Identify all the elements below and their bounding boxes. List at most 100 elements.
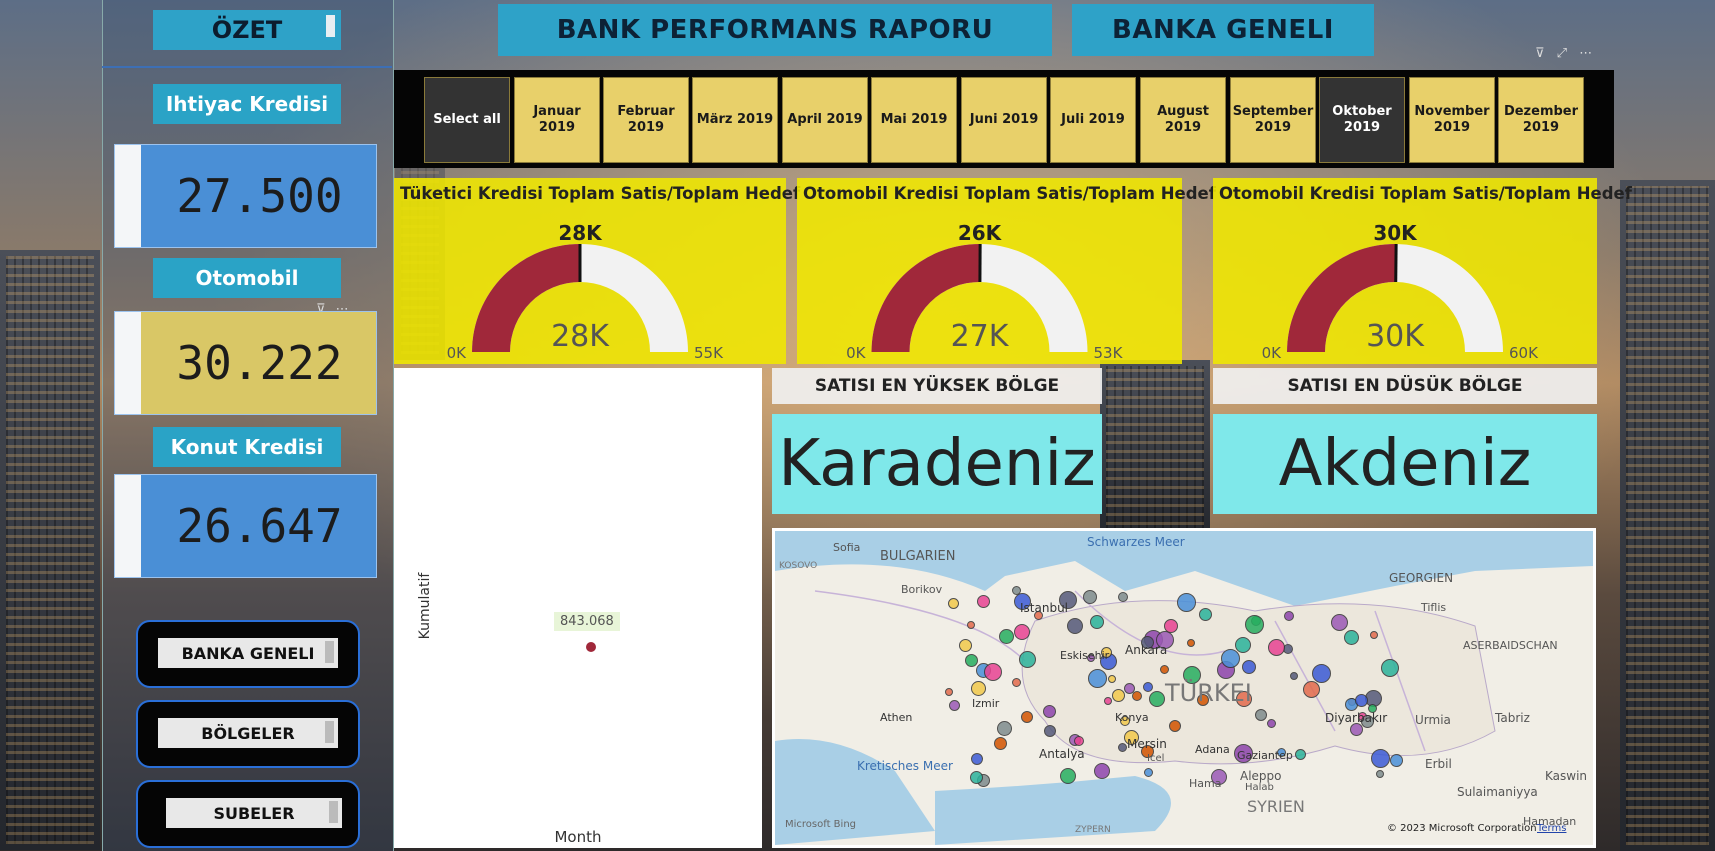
map-bubble[interactable]	[1132, 690, 1143, 701]
map-bubble[interactable]	[1233, 743, 1253, 763]
slicer-month[interactable]: November 2019	[1409, 77, 1495, 163]
map-bubble[interactable]	[1143, 682, 1154, 693]
map-bubble[interactable]	[1074, 736, 1085, 747]
map-bubble[interactable]	[1021, 710, 1034, 723]
map-bubble[interactable]	[1196, 693, 1209, 706]
nav-button-bolgeler[interactable]: BÖLGELER	[136, 700, 360, 768]
slicer-month[interactable]: März 2019	[692, 77, 778, 163]
map-bubble[interactable]	[1295, 749, 1307, 761]
map-bubble[interactable]	[1244, 615, 1264, 635]
slicer-month[interactable]: August 2019	[1140, 77, 1226, 163]
map-bubble[interactable]	[1255, 708, 1268, 721]
map-bubble[interactable]	[1119, 716, 1130, 727]
map-bubble[interactable]	[971, 753, 984, 766]
map-bubble[interactable]	[1367, 703, 1377, 713]
map-bubble[interactable]	[1123, 730, 1139, 746]
filter-icon[interactable]: ⊽	[316, 302, 326, 317]
map-bubble[interactable]	[1090, 615, 1105, 630]
map-bubble[interactable]	[1168, 719, 1181, 732]
map-bubble[interactable]	[1290, 671, 1299, 680]
slicer-month[interactable]: Januar 2019	[514, 77, 600, 163]
map-bubble[interactable]	[1370, 749, 1390, 769]
map-bubble[interactable]	[1033, 611, 1043, 621]
summary-title-button[interactable]: ÖZET	[153, 10, 341, 50]
map-bubble[interactable]	[996, 720, 1012, 736]
map-bubble[interactable]	[970, 770, 984, 784]
map-bubble[interactable]	[1241, 660, 1256, 675]
map-bubble[interactable]	[1370, 631, 1379, 640]
map-bubble[interactable]	[1235, 691, 1252, 708]
map-bubble[interactable]	[1235, 636, 1252, 653]
map-bubble[interactable]	[967, 621, 976, 630]
map-bubble[interactable]	[1118, 592, 1129, 603]
map-bubble[interactable]	[1389, 754, 1403, 768]
map-bubble[interactable]	[1176, 592, 1196, 612]
map-bubble[interactable]	[1014, 624, 1031, 641]
map-bubble[interactable]	[1087, 669, 1107, 689]
map-bubble[interactable]	[1043, 705, 1057, 719]
map-bubble[interactable]	[1376, 770, 1385, 779]
slicer-month[interactable]: Juli 2019	[1050, 77, 1136, 163]
map-bubble[interactable]	[1108, 674, 1117, 683]
map-bubble[interactable]	[1087, 653, 1096, 662]
map-bubble[interactable]	[1302, 681, 1320, 699]
map-terms-link[interactable]: Terms	[1537, 823, 1567, 834]
map-bubble[interactable]	[984, 662, 1003, 681]
map-bubble[interactable]	[1331, 613, 1349, 631]
map-bubble[interactable]	[1143, 767, 1153, 777]
slicer-month[interactable]: Februar 2019	[603, 77, 689, 163]
map-bubble[interactable]	[1355, 693, 1369, 707]
map-bubble[interactable]	[1141, 745, 1155, 759]
map-bubble[interactable]	[947, 597, 959, 609]
map-bubble[interactable]	[1277, 747, 1287, 757]
map-bubble[interactable]	[1187, 639, 1196, 647]
map-bubble[interactable]	[1380, 658, 1399, 677]
map-bubble[interactable]	[1011, 678, 1021, 688]
map-bubble[interactable]	[1060, 767, 1077, 784]
map-bubble[interactable]	[1343, 629, 1359, 645]
map-bubble[interactable]	[959, 639, 973, 653]
focus-mode-icon[interactable]: ⤢	[1556, 46, 1568, 61]
map-bubble[interactable]	[998, 628, 1014, 644]
map-bubble[interactable]	[1361, 714, 1374, 728]
map-bubble[interactable]	[1014, 593, 1032, 611]
filter-icon[interactable]: ⊽	[1535, 46, 1545, 61]
map-bubble[interactable]	[1093, 762, 1110, 779]
bubble-map[interactable]: Schwarzes Meer BULGARIEN Sofia KOSOVO GE…	[772, 528, 1596, 848]
map-bubble[interactable]	[1043, 725, 1056, 738]
map-bubble[interactable]	[1082, 590, 1097, 605]
scatter-point[interactable]	[586, 642, 596, 652]
map-bubble[interactable]	[1198, 607, 1212, 621]
map-bubble[interactable]	[1066, 618, 1083, 635]
map-bubble[interactable]	[1112, 688, 1126, 702]
slicer-month[interactable]: Juni 2019	[961, 77, 1047, 163]
map-bubble[interactable]	[977, 595, 991, 609]
map-bubble[interactable]	[1123, 682, 1135, 694]
map-bubble[interactable]	[1267, 718, 1277, 728]
nav-button-subeler[interactable]: SUBELER	[136, 780, 360, 848]
map-bubble[interactable]	[1221, 649, 1241, 669]
more-options-icon[interactable]: ⋯	[1579, 46, 1593, 61]
map-bubble[interactable]	[948, 700, 960, 712]
map-bubble[interactable]	[1312, 664, 1332, 684]
map-bubble[interactable]	[1156, 630, 1175, 649]
slicer-month-selected[interactable]: Oktober 2019	[1319, 77, 1405, 163]
map-bubble[interactable]	[1211, 769, 1228, 786]
map-bubble[interactable]	[970, 680, 986, 696]
slicer-month[interactable]: April 2019	[782, 77, 868, 163]
map-bubble[interactable]	[1104, 697, 1113, 706]
map-bubble[interactable]	[993, 736, 1007, 750]
nav-button-banka-geneli[interactable]: BANKA GENELI	[136, 620, 360, 688]
map-bubble[interactable]	[1100, 646, 1112, 658]
map-bubble[interactable]	[1059, 590, 1078, 609]
map-bubble[interactable]	[965, 653, 979, 667]
map-bubble[interactable]	[1159, 664, 1169, 674]
map-bubble[interactable]	[944, 688, 953, 697]
map-bubble[interactable]	[1183, 666, 1202, 685]
map-bubble[interactable]	[1118, 742, 1128, 752]
map-bubble[interactable]	[1018, 651, 1036, 669]
map-bubble[interactable]	[1267, 638, 1285, 656]
slicer-month[interactable]: Dezember 2019	[1498, 77, 1584, 163]
slicer-select-all[interactable]: Select all	[424, 77, 510, 163]
map-bubble[interactable]	[1141, 636, 1155, 650]
